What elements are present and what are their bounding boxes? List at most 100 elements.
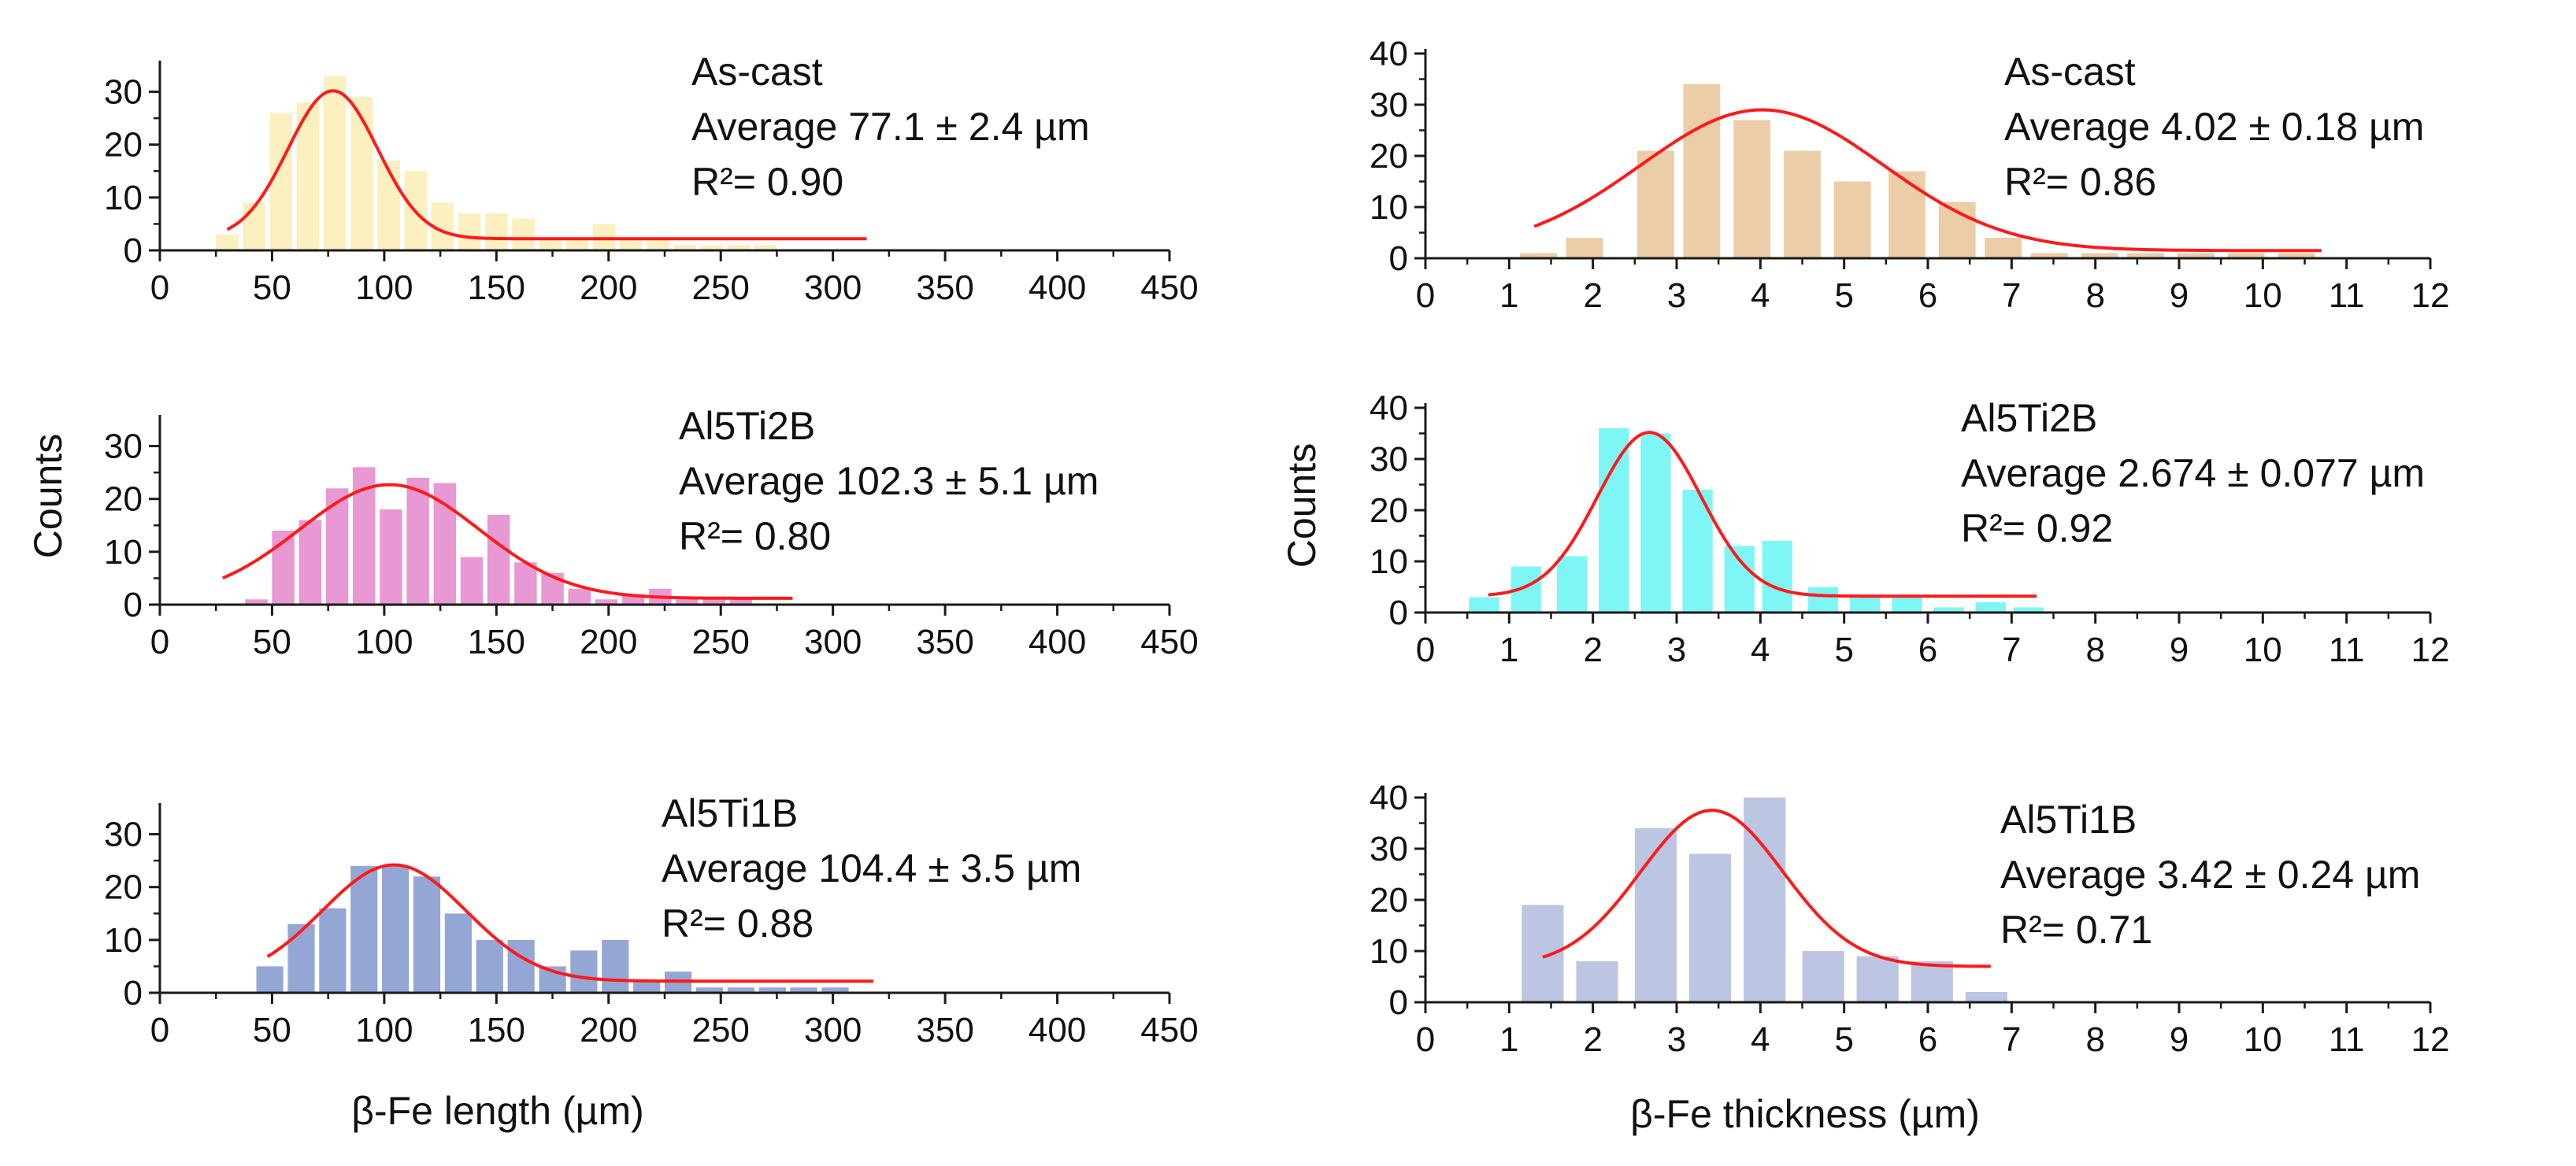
length-al5ti1b-y-tick-label: 10 <box>104 921 143 960</box>
thickness-al5ti2b-x-tick-label: 3 <box>1667 631 1686 669</box>
length-al5ti1b-bar <box>413 876 441 993</box>
length-al5ti2b-bar <box>298 520 322 605</box>
thickness-as-cast-bar <box>1784 150 1821 258</box>
thickness-al5ti2b-average-label: Average 2.674 ± 0.077 µm <box>1961 451 2425 495</box>
length-al5ti1b-x-tick-label: 350 <box>916 1011 973 1049</box>
thickness-as-cast-x-tick-label: 7 <box>2002 276 2021 315</box>
length-as-cast-bar <box>620 239 643 250</box>
thickness-x-axis-title: β-Fe thickness (µm) <box>1630 1092 1980 1136</box>
length-as-cast-y-tick-label: 0 <box>124 231 143 270</box>
thickness-as-cast-x-tick-label: 10 <box>2244 276 2282 315</box>
thickness-as-cast-x-tick-label: 3 <box>1667 276 1686 315</box>
thickness-as-cast-r2-label: R²= 0.86 <box>2004 160 2156 204</box>
length-as-cast-y-tick-label: 10 <box>104 179 143 217</box>
thickness-as-cast-x-tick-label: 11 <box>2329 276 2365 315</box>
thickness-al5ti1b-x-tick-label: 1 <box>1499 1020 1518 1059</box>
thickness-al5ti2b-bar <box>1599 428 1629 613</box>
length-al5ti2b-bar <box>380 509 402 605</box>
thickness-al5ti1b-x-tick-label: 11 <box>2329 1020 2365 1059</box>
length-al5ti2b-bar <box>406 477 429 605</box>
thickness-al5ti1b-x-tick-label: 4 <box>1751 1020 1770 1059</box>
thickness-as-cast-bar <box>2127 253 2164 258</box>
thickness-al5ti2b-fit-curve <box>1488 431 2037 598</box>
thickness-as-cast-y-tick-label: 40 <box>1370 35 1408 73</box>
length-al5ti1b-x-tick-label: 300 <box>804 1011 862 1049</box>
length-as-cast-x-tick-label: 0 <box>150 268 169 307</box>
length-al5ti1b-x-tick-label: 150 <box>468 1011 525 1049</box>
length-al5ti1b-average-label: Average 104.4 ± 3.5 µm <box>662 846 1081 890</box>
thickness-al5ti2b-bar <box>1892 597 1922 613</box>
thickness-al5ti2b-bar <box>1724 546 1755 613</box>
thickness-al5ti1b-bar <box>1802 951 1844 1002</box>
length-al5ti1b-y-tick-label: 30 <box>104 816 143 854</box>
length-al5ti1b-bar <box>350 865 378 993</box>
thickness-al5ti1b-x-tick-label: 6 <box>1918 1020 1937 1059</box>
thickness-as-cast-bar <box>2177 253 2215 258</box>
length-al5ti2b-average-label: Average 102.3 ± 5.1 µm <box>679 459 1099 503</box>
length-al5ti1b-x-tick-label: 0 <box>150 1011 169 1049</box>
length-as-cast-x-tick-label: 400 <box>1029 268 1086 307</box>
thickness-al5ti2b-bar <box>1975 602 2006 613</box>
thickness-al5ti1b-x-tick-label: 0 <box>1416 1020 1435 1059</box>
thickness-al5ti2b-x-tick-label: 9 <box>2170 631 2189 669</box>
thickness-as-cast-bar <box>1683 84 1721 258</box>
length-as-cast-bar <box>485 213 508 250</box>
thickness-al5ti2b-y-tick-label: 30 <box>1370 440 1408 479</box>
length-al5ti2b-y-tick-label: 0 <box>124 586 143 624</box>
length-as-cast-bar <box>565 239 589 250</box>
thickness-al5ti2b-x-tick-label: 2 <box>1583 631 1602 669</box>
length-al5ti1b-bar <box>382 865 410 993</box>
length-x-axis-title: β-Fe length (µm) <box>351 1089 644 1133</box>
length-al5ti1b-x-tick-label: 100 <box>355 1011 413 1049</box>
length-al5ti2b-bar <box>245 599 268 605</box>
thickness-al5ti1b-sample-label: Al5Ti1B <box>2000 798 2137 842</box>
thickness-as-cast-x-tick-label: 12 <box>2411 276 2450 315</box>
length-al5ti1b-bar <box>633 982 661 993</box>
length-al5ti2b-y-tick-label: 30 <box>104 428 143 466</box>
length-al5ti1b-x-tick-label: 50 <box>253 1011 291 1049</box>
thickness-al5ti2b-y-tick-label: 10 <box>1370 542 1408 581</box>
thickness-al5ti1b-x-tick-label: 12 <box>2411 1020 2450 1059</box>
thickness-al5ti1b-bar <box>1522 905 1564 1002</box>
length-al5ti1b-x-tick-label: 250 <box>691 1011 749 1049</box>
thickness-as-cast-bar <box>2227 253 2265 258</box>
thickness-as-cast-bar <box>1833 181 1871 258</box>
length-as-cast-fit-curve <box>226 89 867 241</box>
length-as-cast-bar <box>458 213 481 250</box>
length-al5ti2b-sample-label: Al5Ti2B <box>679 404 815 448</box>
length-as-cast-x-tick-label: 350 <box>916 268 973 307</box>
thickness-y-axis-title: Counts <box>1280 443 1324 568</box>
thickness-as-cast-y-tick-label: 10 <box>1370 188 1408 227</box>
length-al5ti1b-y-tick-label: 0 <box>124 974 143 1012</box>
thickness-as-cast-average-label: Average 4.02 ± 0.18 µm <box>2004 105 2424 149</box>
thickness-al5ti2b-r2-label: R²= 0.92 <box>1961 506 2113 550</box>
length-al5ti1b-bar <box>790 987 817 993</box>
thickness-as-cast-x-tick-label: 9 <box>2170 276 2189 315</box>
thickness-al5ti2b-x-tick-label: 12 <box>2411 631 2450 669</box>
thickness-al5ti1b-y-tick-label: 0 <box>1389 983 1408 1022</box>
length-as-cast-r2-label: R²= 0.90 <box>691 160 843 204</box>
thickness-al5ti2b-bar <box>1762 541 1792 613</box>
length-as-cast-bar <box>377 160 400 250</box>
thickness-al5ti2b-x-tick-label: 8 <box>2085 631 2104 669</box>
length-al5ti2b-x-tick-label: 200 <box>580 623 637 661</box>
thickness-al5ti2b-x-tick-label: 1 <box>1499 631 1518 669</box>
length-al5ti2b-bar <box>487 514 510 605</box>
length-al5ti2b-x-tick-label: 350 <box>916 623 973 661</box>
thickness-al5ti2b-bar <box>1850 597 1881 613</box>
thickness-as-cast-bar <box>1888 171 1926 258</box>
thickness-as-cast-bar <box>1637 150 1674 258</box>
thickness-as-cast-x-tick-label: 4 <box>1751 276 1770 315</box>
length-as-cast-bar <box>539 239 562 250</box>
length-as-cast-average-label: Average 77.1 ± 2.4 µm <box>691 105 1090 149</box>
thickness-al5ti2b-bar <box>1640 433 1671 613</box>
thickness-al5ti2b-bar <box>2013 607 2044 613</box>
thickness-al5ti2b-x-tick-label: 10 <box>2244 631 2282 669</box>
thickness-al5ti1b-y-tick-label: 40 <box>1370 779 1408 817</box>
thickness-as-cast-sample-label: As-cast <box>2004 50 2136 94</box>
thickness-as-cast-x-tick-label: 5 <box>1834 276 1853 315</box>
thickness-as-cast-x-tick-label: 2 <box>1583 276 1602 315</box>
